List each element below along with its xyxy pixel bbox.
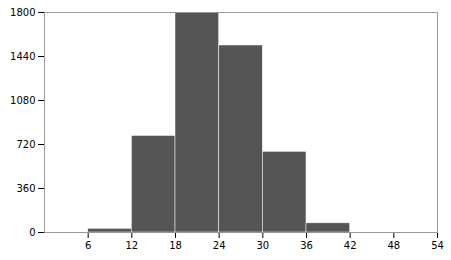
svg-text:0: 0 bbox=[29, 227, 35, 238]
svg-text:1080: 1080 bbox=[10, 95, 35, 106]
svg-text:720: 720 bbox=[16, 139, 35, 150]
svg-text:36: 36 bbox=[300, 240, 313, 251]
svg-text:1800: 1800 bbox=[10, 7, 35, 18]
svg-text:42: 42 bbox=[344, 240, 357, 251]
svg-text:360: 360 bbox=[16, 183, 35, 194]
svg-text:54: 54 bbox=[431, 240, 444, 251]
svg-text:48: 48 bbox=[387, 240, 400, 251]
svg-text:1440: 1440 bbox=[10, 51, 35, 62]
svg-text:24: 24 bbox=[213, 240, 226, 251]
svg-text:18: 18 bbox=[169, 240, 182, 251]
svg-text:12: 12 bbox=[125, 240, 138, 251]
svg-text:6: 6 bbox=[85, 240, 91, 251]
svg-text:30: 30 bbox=[256, 240, 269, 251]
